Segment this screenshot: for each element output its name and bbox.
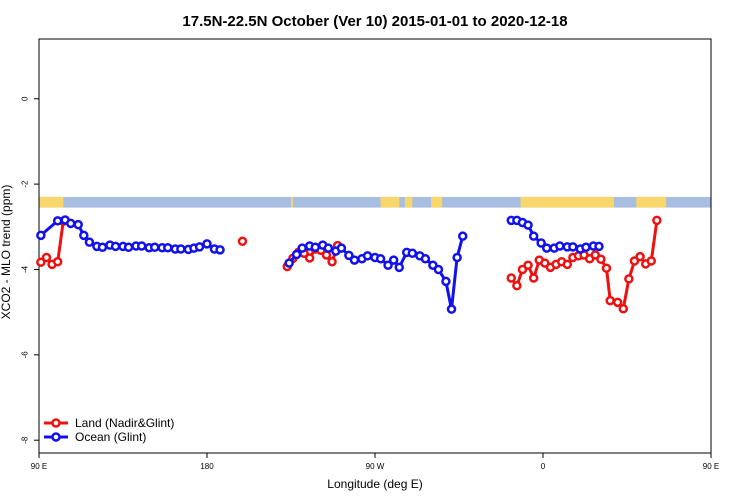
x-tick-label: 90 E [31,462,47,471]
data-point [452,252,462,263]
data-point [304,253,315,263]
data-point [596,254,606,264]
data-point [344,250,354,261]
data-point [65,218,76,229]
data-point [323,243,334,253]
data-point [618,303,629,314]
data-point [215,245,225,255]
x-tick-label: 90 E [703,462,719,471]
land-segment [431,196,443,208]
data-point [394,262,405,273]
data-point [52,216,63,226]
legend-label: Land (Nadir&Glint) [75,416,174,430]
data-point [52,257,63,267]
data-point [388,255,399,265]
data-point [327,257,337,267]
land-segment [380,196,400,208]
data-point [349,255,360,265]
data-point [136,241,147,251]
legend-marker [51,432,61,442]
data-point [555,241,565,251]
data-point [41,252,52,263]
y-tick-label: -2 [21,180,30,188]
y-axis-label: XCO2 - MLO trend (ppm) [0,185,13,320]
data-point [237,236,248,247]
axes: 90 E 180 90 W 0 90 E 0 -2 -4 -6 -8 [21,96,720,471]
data-point [202,239,212,249]
data-point [97,242,108,253]
y-tick-label: 0 [21,96,30,101]
data-point [541,243,552,253]
data-point [297,243,307,253]
data-point [594,241,604,252]
data-point [433,264,444,275]
data-point [375,254,386,264]
data-point [383,260,393,270]
data-point [291,249,302,260]
data-point [536,238,546,248]
data-point [110,241,121,252]
data-point [506,273,517,283]
data-point [446,304,457,314]
x-tick-label: 90 W [366,462,385,471]
data-point [36,230,46,241]
data-point [652,215,662,226]
data-point [441,276,451,287]
x-tick-label: 180 [200,462,214,471]
y-tick-label: -4 [21,265,30,273]
data-point [36,257,46,267]
data-point [176,244,186,254]
land-ocean-strip [39,196,711,208]
data-point [163,242,173,253]
data-point [457,231,468,241]
data-point [336,243,347,253]
legend: Land (Nadir&Glint)Ocean (Glint) [44,416,174,444]
series-layer [36,215,662,314]
land-segment [636,196,667,208]
data-point [420,254,431,264]
series-ocean [36,215,604,314]
data-point [562,259,573,270]
y-tick-label: -6 [21,351,30,359]
data-point [624,274,634,284]
ocean-strip [39,196,711,208]
data-point [528,273,539,283]
land-segment [404,196,413,208]
data-point [612,297,623,308]
data-point [407,248,418,259]
data-point [149,242,160,253]
land-segment [520,196,614,208]
data-point [635,251,645,262]
land-segment [291,196,293,208]
data-point [79,230,89,241]
data-point [605,295,615,306]
data-point [84,237,95,247]
data-point [310,242,321,253]
data-point [73,219,83,230]
series-land [36,215,662,314]
data-point [523,260,533,270]
data-point [123,242,134,253]
data-point [601,263,612,273]
chart-title: 17.5N-22.5N October (Ver 10) 2015-01-01 … [182,13,567,30]
land-segment [39,196,64,208]
legend-marker [51,418,61,428]
x-axis-label: Longitude (deg E) [327,477,422,491]
data-point [512,280,522,291]
data-point [523,220,533,230]
data-point [284,258,294,268]
data-point [362,251,373,261]
data-point [528,231,539,241]
data-point [568,242,578,252]
x-tick-label: 0 [541,462,546,471]
data-point [646,256,657,266]
data-point [194,242,205,252]
data-point [581,242,591,253]
legend-label: Ocean (Glint) [75,430,146,444]
y-tick-label: -8 [21,436,30,444]
